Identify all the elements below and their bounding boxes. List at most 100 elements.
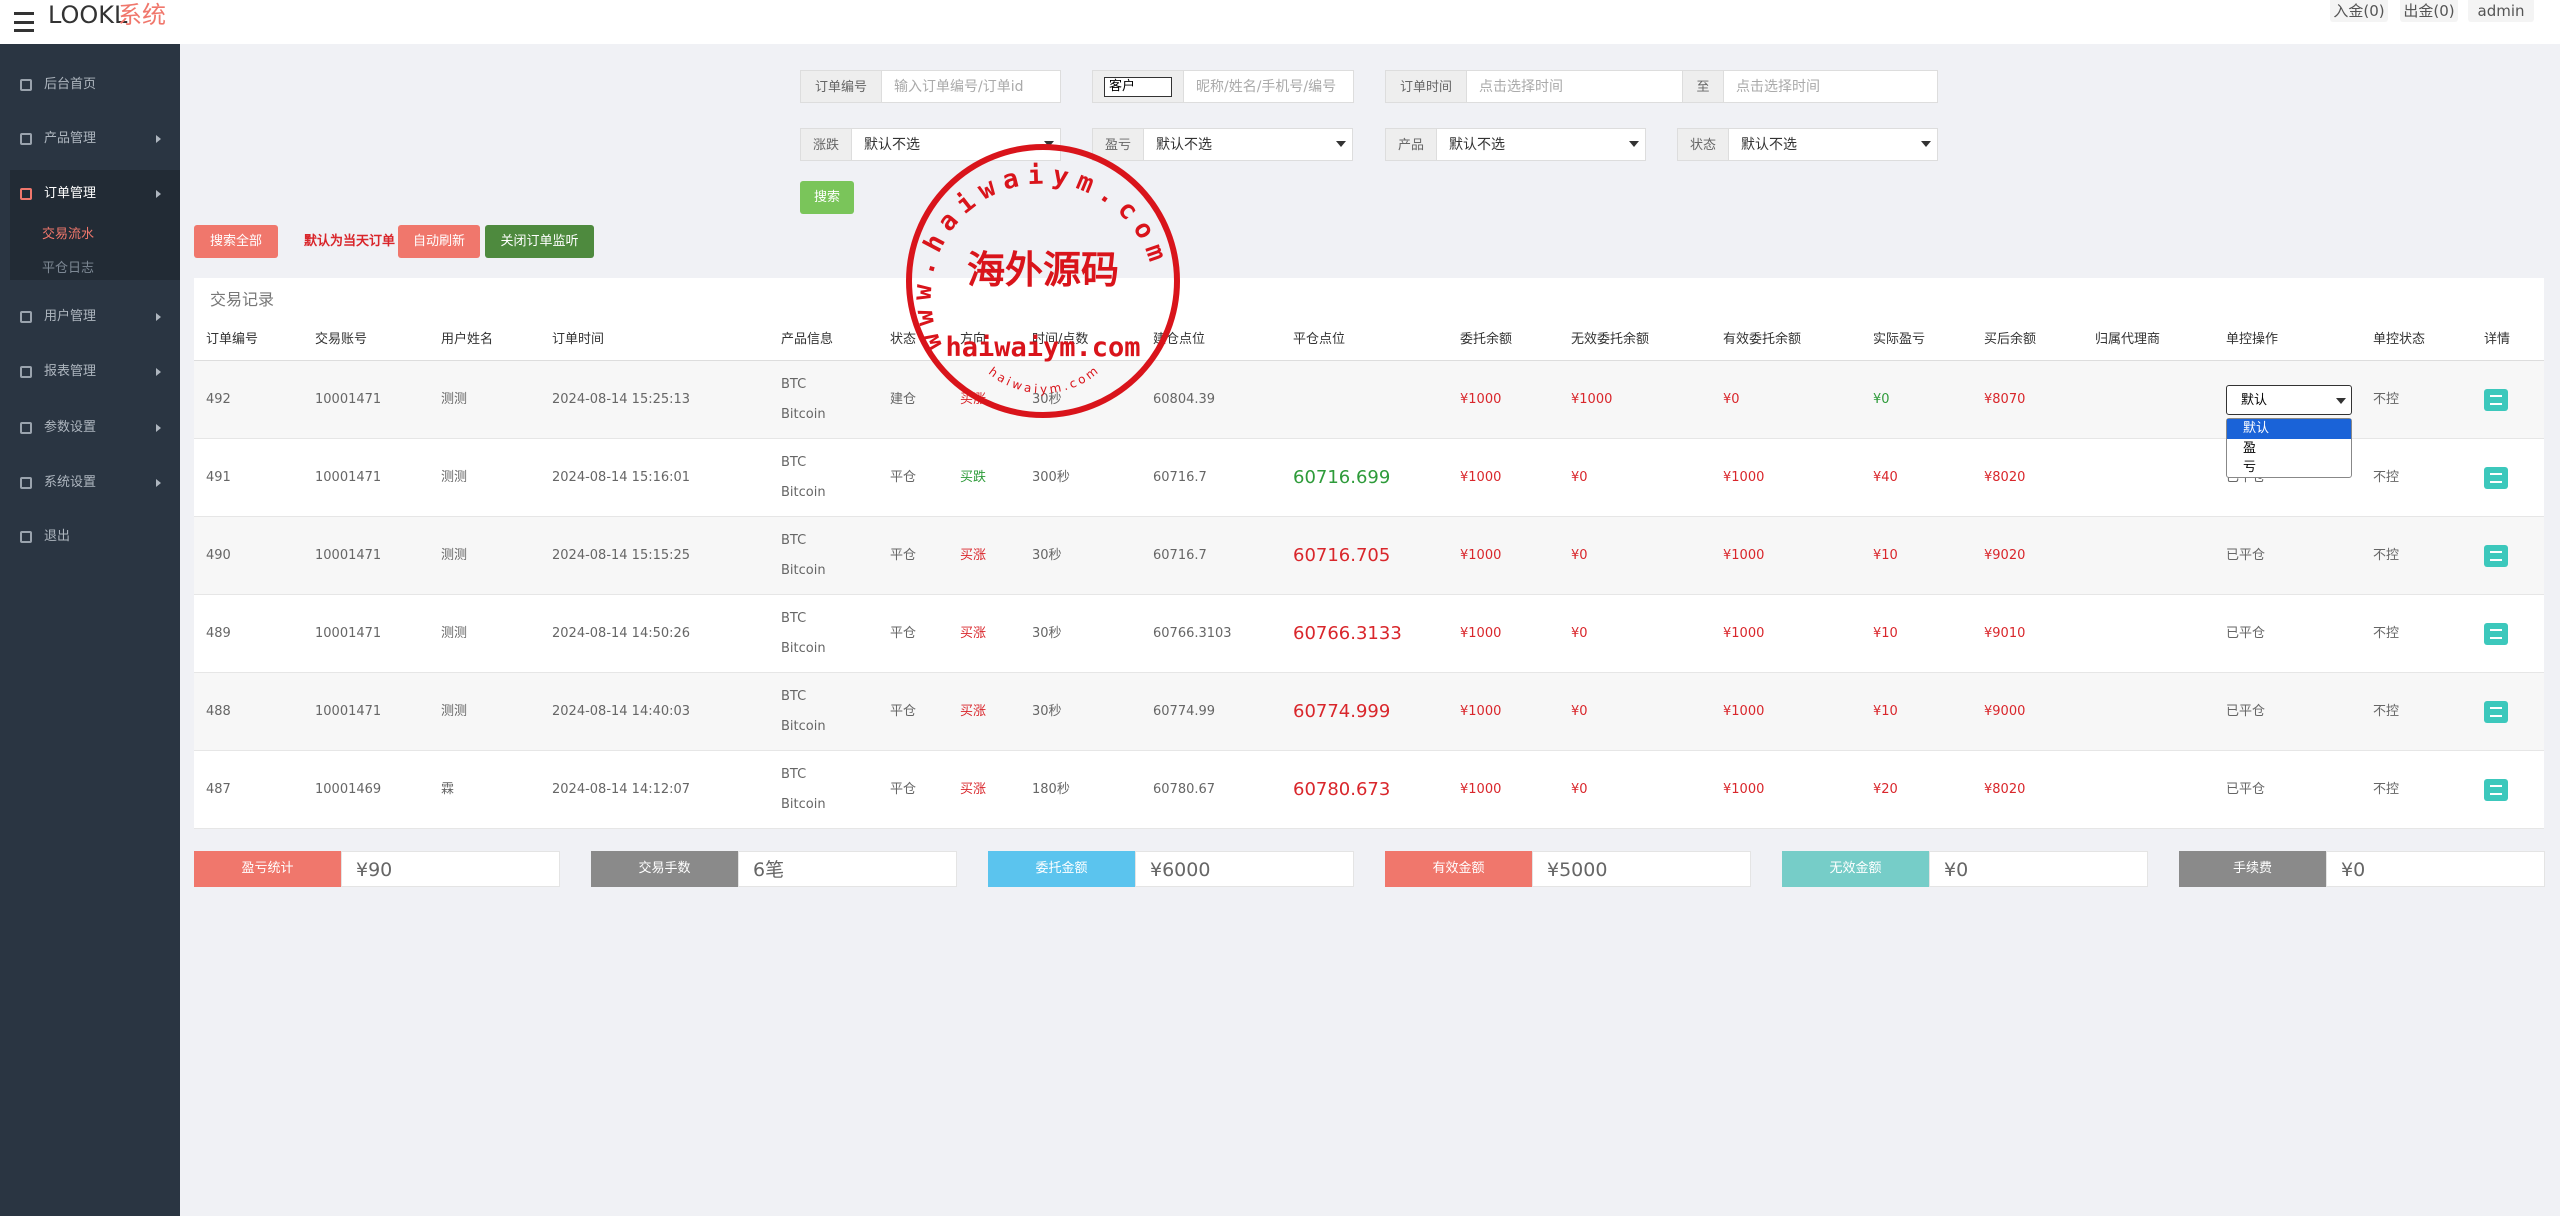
table-cell: 2024-08-14 14:12:07 — [552, 782, 691, 797]
filter-input[interactable]: 输入订单编号/订单id — [881, 70, 1061, 103]
table-cell: 测测 — [441, 626, 468, 641]
column-header: 用户姓名 — [441, 332, 494, 347]
sidebar-icon — [20, 477, 32, 489]
column-header: 单控操作 — [2226, 332, 2279, 347]
sidebar-item[interactable]: 参数设置 — [44, 420, 97, 435]
auto-refresh-button[interactable]: 自动刷新 — [398, 225, 480, 258]
product-name: Bitcoin — [781, 797, 826, 812]
filter-label: 至 — [1682, 70, 1724, 103]
table-cell: 30秒 — [1032, 548, 1062, 563]
filter-select[interactable]: 客户 — [1104, 77, 1172, 97]
table-cell: 不控 — [2373, 392, 2400, 407]
stat-label: 委托金额 — [988, 851, 1135, 887]
sidebar-item[interactable]: 退出 — [44, 529, 71, 544]
product-name: Bitcoin — [781, 641, 826, 656]
filter-select[interactable]: 默认不选 — [1436, 128, 1646, 161]
column-header: 交易账号 — [315, 332, 368, 347]
table-cell: 30秒 — [1032, 392, 1062, 407]
stat-value: 6笔 — [738, 851, 957, 887]
column-header: 产品信息 — [781, 332, 834, 347]
column-header: 实际盈亏 — [1873, 332, 1926, 347]
filter-input[interactable]: 昵称/姓名/手机号/编号 — [1183, 70, 1354, 103]
sidebar-item[interactable]: 产品管理 — [44, 131, 97, 146]
detail-button[interactable] — [2484, 779, 2508, 801]
sidebar-subitem[interactable]: 平仓日志 — [42, 261, 95, 276]
product-code: BTC — [781, 533, 807, 548]
top-link[interactable]: admin — [2468, 0, 2534, 22]
table-cell: ¥10 — [1873, 548, 1898, 563]
table-cell: 60766.3103 — [1153, 626, 1232, 641]
table-cell: 488 — [206, 704, 231, 719]
table-cell: 60804.39 — [1153, 392, 1216, 407]
sidebar-item[interactable]: 用户管理 — [44, 309, 97, 324]
sidebar-subitem[interactable]: 交易流水 — [42, 227, 95, 242]
stat-label: 无效金额 — [1782, 851, 1929, 887]
table-cell: ¥1000 — [1723, 548, 1765, 563]
detail-button[interactable] — [2484, 545, 2508, 567]
top-link[interactable]: 入金(0) — [2330, 0, 2388, 22]
table-cell: 不控 — [2373, 470, 2400, 485]
dropdown-option[interactable]: 盈 — [2243, 440, 2257, 456]
table-cell: ¥1000 — [1723, 626, 1765, 641]
column-header: 订单编号 — [206, 332, 259, 347]
detail-icon — [2490, 785, 2502, 795]
table-cell: 60774.99 — [1153, 704, 1216, 719]
sidebar-item[interactable]: 系统设置 — [44, 475, 97, 490]
table-cell: 建仓 — [890, 392, 917, 407]
table-cell: ¥8070 — [1984, 392, 2026, 407]
table-cell: 买涨 — [960, 704, 987, 719]
dropdown-option[interactable]: 默认 — [2227, 419, 2351, 439]
table-cell: 490 — [206, 548, 231, 563]
filter-input[interactable]: 点击选择时间 — [1723, 70, 1938, 103]
column-header: 单控状态 — [2373, 332, 2426, 347]
table-cell: ¥1000 — [1723, 470, 1765, 485]
column-header: 委托余额 — [1460, 332, 1513, 347]
search-button[interactable]: 搜索 — [800, 181, 854, 214]
dropdown-option[interactable]: 亏 — [2243, 460, 2257, 475]
filter-select[interactable]: 默认不选 — [1143, 128, 1353, 161]
top-link[interactable]: 出金(0) — [2400, 0, 2458, 22]
detail-button[interactable] — [2484, 623, 2508, 645]
detail-button[interactable] — [2484, 389, 2508, 411]
table-cell: 60716.7 — [1153, 548, 1207, 563]
table-cell: 10001471 — [315, 470, 382, 485]
filter-input[interactable]: 点击选择时间 — [1466, 70, 1683, 103]
table-cell: 10001471 — [315, 392, 382, 407]
sidebar-icon — [20, 311, 32, 323]
sidebar-item[interactable]: 报表管理 — [44, 364, 97, 379]
logo-accent: 系统 — [118, 1, 166, 29]
table-cell: ¥9000 — [1984, 704, 2026, 719]
detail-button[interactable] — [2484, 701, 2508, 723]
table-cell: ¥1000 — [1723, 782, 1765, 797]
search-all-button[interactable]: 搜索全部 — [194, 225, 278, 258]
filter-select[interactable]: 默认不选 — [1728, 128, 1938, 161]
column-header: 无效委托余额 — [1571, 332, 1650, 347]
detail-icon — [2490, 473, 2502, 483]
table-cell: 买涨 — [960, 548, 987, 563]
control-select[interactable]: 默认 — [2226, 385, 2352, 415]
product-name: Bitcoin — [781, 407, 826, 422]
select-arrow — [2336, 398, 2346, 404]
table-cell: 487 — [206, 782, 231, 797]
table-cell: 平仓 — [890, 626, 917, 641]
filter-label: 状态 — [1677, 128, 1729, 161]
sidebar-arrow — [156, 479, 161, 487]
sidebar-icon — [20, 366, 32, 378]
product-name: Bitcoin — [781, 719, 826, 734]
table-cell: 10001469 — [315, 782, 382, 797]
stat-value: ¥6000 — [1135, 851, 1354, 887]
stat-value: ¥0 — [1929, 851, 2148, 887]
product-name: Bitcoin — [781, 485, 826, 500]
menu-toggle[interactable] — [14, 12, 34, 32]
detail-button[interactable] — [2484, 467, 2508, 489]
table-title: 交易记录 — [210, 290, 275, 309]
sidebar-item[interactable]: 后台首页 — [44, 77, 97, 92]
table-cell: ¥0 — [1571, 470, 1588, 485]
sidebar-item[interactable]: 订单管理 — [44, 186, 97, 201]
table-cell: 491 — [206, 470, 231, 485]
filter-select[interactable]: 默认不选 — [851, 128, 1061, 161]
table-cell: 2024-08-14 14:40:03 — [552, 704, 691, 719]
close-listen-button[interactable]: 关闭订单监听 — [485, 225, 594, 258]
sidebar-icon — [20, 531, 32, 543]
